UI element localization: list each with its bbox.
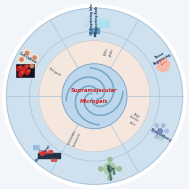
Circle shape	[19, 66, 22, 68]
FancyBboxPatch shape	[43, 151, 47, 154]
Bar	[90, 28, 99, 33]
Circle shape	[158, 129, 162, 133]
Text: Antibacterial: Antibacterial	[34, 144, 52, 163]
Circle shape	[162, 124, 165, 127]
FancyBboxPatch shape	[159, 135, 163, 141]
Text: Microgels: Microgels	[80, 99, 109, 104]
Circle shape	[54, 159, 57, 161]
Circle shape	[152, 129, 155, 133]
Text: Stem
Conditions: Stem Conditions	[105, 162, 117, 181]
Circle shape	[108, 167, 112, 171]
Circle shape	[108, 176, 112, 180]
Text: Hydro-
phobic: Hydro- phobic	[103, 47, 114, 58]
Circle shape	[108, 157, 112, 162]
Circle shape	[99, 167, 103, 171]
Circle shape	[26, 65, 28, 67]
Text: Electrostatic
Interactions: Electrostatic Interactions	[67, 129, 82, 148]
Circle shape	[28, 70, 30, 72]
Circle shape	[41, 152, 44, 156]
Text: Drug Delivery: Drug Delivery	[150, 127, 172, 142]
Bar	[94, 32, 95, 36]
Circle shape	[25, 70, 29, 75]
FancyBboxPatch shape	[49, 151, 52, 153]
Circle shape	[39, 41, 150, 152]
Text: 3D Bioprinting Inks
Supporting Bath: 3D Bioprinting Inks Supporting Bath	[90, 3, 99, 35]
Text: Supramolecular: Supramolecular	[71, 88, 118, 93]
Circle shape	[117, 167, 121, 171]
Text: Metal
Coordin-
ation: Metal Coordin- ation	[126, 111, 143, 128]
Circle shape	[155, 135, 158, 138]
Polygon shape	[156, 57, 170, 72]
Circle shape	[17, 55, 26, 64]
Circle shape	[20, 69, 25, 73]
FancyBboxPatch shape	[98, 20, 110, 28]
Circle shape	[23, 66, 27, 70]
Circle shape	[6, 8, 183, 184]
Circle shape	[17, 67, 21, 71]
Circle shape	[165, 129, 168, 133]
Circle shape	[20, 58, 23, 61]
Circle shape	[155, 124, 158, 127]
Text: Cell Culture: Cell Culture	[19, 51, 37, 64]
Circle shape	[30, 53, 39, 62]
Text: Host-guest: Host-guest	[48, 66, 62, 77]
Circle shape	[19, 72, 23, 76]
Circle shape	[51, 159, 54, 161]
FancyBboxPatch shape	[40, 151, 43, 153]
Text: Tissue
Engineering: Tissue Engineering	[150, 49, 172, 67]
FancyBboxPatch shape	[16, 64, 34, 77]
Circle shape	[26, 51, 29, 55]
Bar	[38, 153, 60, 157]
Circle shape	[33, 56, 36, 59]
Circle shape	[162, 135, 165, 138]
Circle shape	[30, 64, 33, 68]
Circle shape	[28, 62, 36, 70]
FancyBboxPatch shape	[85, 18, 104, 28]
Circle shape	[23, 49, 31, 57]
Circle shape	[23, 68, 26, 70]
FancyBboxPatch shape	[34, 146, 39, 149]
Circle shape	[103, 162, 116, 175]
Circle shape	[3, 4, 186, 188]
Circle shape	[21, 71, 24, 74]
Circle shape	[62, 64, 127, 129]
